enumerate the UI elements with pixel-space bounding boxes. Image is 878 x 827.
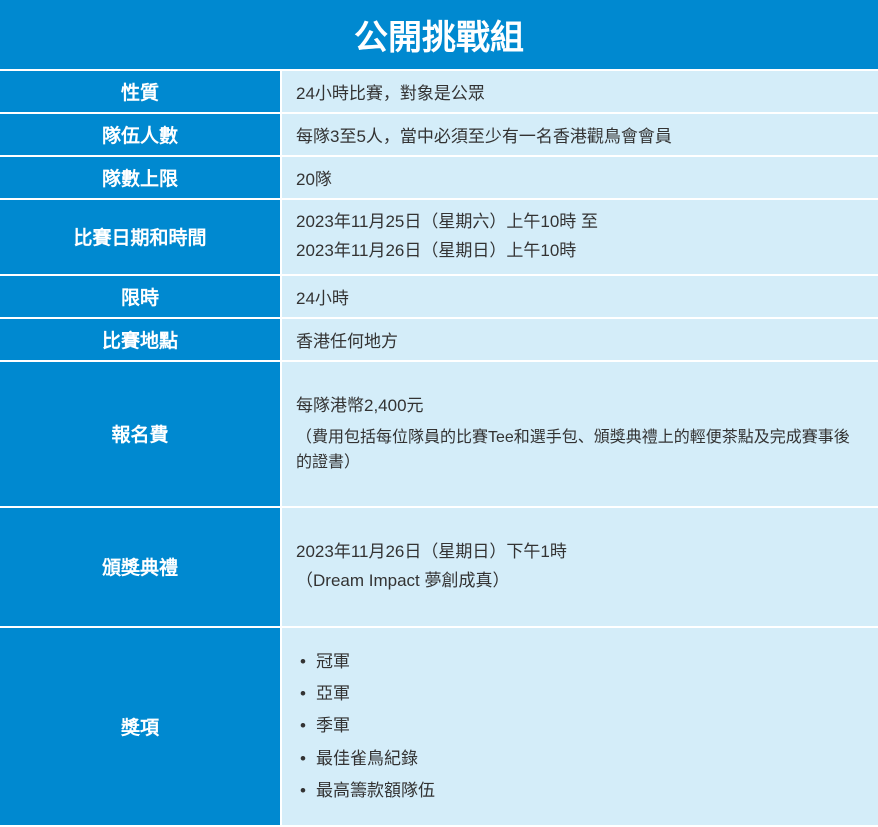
label-date-time: 比賽日期和時間 [0,200,282,274]
award-item: 亞軍 [296,678,864,710]
award-item: 最佳雀鳥紀錄 [296,743,864,775]
value-date-time: 2023年11月25日（星期六）上午10時 至 2023年11月26日（星期日）… [282,200,878,274]
table-title: 公開挑戰組 [0,0,878,71]
row-nature: 性質 24小時比賽，對象是公眾 [0,71,878,114]
row-duration: 限時 24小時 [0,276,878,319]
value-team-size: 每隊3至5人，當中必須至少有一名香港觀鳥會會員 [282,114,878,155]
label-ceremony: 頒獎典禮 [0,508,282,626]
row-awards: 獎項 冠軍 亞軍 季軍 最佳雀鳥紀錄 最高籌款額隊伍 [0,628,878,827]
row-team-limit: 隊數上限 20隊 [0,157,878,200]
award-item: 最高籌款額隊伍 [296,775,864,807]
row-location: 比賽地點 香港任何地方 [0,319,878,362]
value-ceremony: 2023年11月26日（星期日）下午1時 （Dream Impact 夢創成真） [282,508,878,626]
label-nature: 性質 [0,71,282,112]
label-team-size: 隊伍人數 [0,114,282,155]
fee-note: （費用包括每位隊員的比賽Tee和選手包、頒獎典禮上的輕便茶點及完成賽事後的證書） [296,425,864,476]
label-fee: 報名費 [0,362,282,506]
value-team-limit: 20隊 [282,157,878,198]
award-item: 冠軍 [296,646,864,678]
date-time-line1: 2023年11月25日（星期六）上午10時 至 [296,208,598,237]
value-fee: 每隊港幣2,400元 （費用包括每位隊員的比賽Tee和選手包、頒獎典禮上的輕便茶… [282,362,878,506]
row-ceremony: 頒獎典禮 2023年11月26日（星期日）下午1時 （Dream Impact … [0,508,878,628]
ceremony-line2: （Dream Impact 夢創成真） [296,567,509,596]
awards-list: 冠軍 亞軍 季軍 最佳雀鳥紀錄 最高籌款額隊伍 [296,646,864,807]
date-time-line2: 2023年11月26日（星期日）上午10時 [296,237,576,266]
value-duration: 24小時 [282,276,878,317]
value-nature: 24小時比賽，對象是公眾 [282,71,878,112]
ceremony-line1: 2023年11月26日（星期日）下午1時 [296,538,567,567]
row-fee: 報名費 每隊港幣2,400元 （費用包括每位隊員的比賽Tee和選手包、頒獎典禮上… [0,362,878,508]
label-team-limit: 隊數上限 [0,157,282,198]
label-location: 比賽地點 [0,319,282,360]
row-date-time: 比賽日期和時間 2023年11月25日（星期六）上午10時 至 2023年11月… [0,200,878,276]
row-team-size: 隊伍人數 每隊3至5人，當中必須至少有一名香港觀鳥會會員 [0,114,878,157]
award-item: 季軍 [296,710,864,742]
value-awards: 冠軍 亞軍 季軍 最佳雀鳥紀錄 最高籌款額隊伍 [282,628,878,825]
label-duration: 限時 [0,276,282,317]
fee-main: 每隊港幣2,400元 [296,392,424,421]
info-table: 公開挑戰組 性質 24小時比賽，對象是公眾 隊伍人數 每隊3至5人，當中必須至少… [0,0,878,827]
label-awards: 獎項 [0,628,282,825]
value-location: 香港任何地方 [282,319,878,360]
